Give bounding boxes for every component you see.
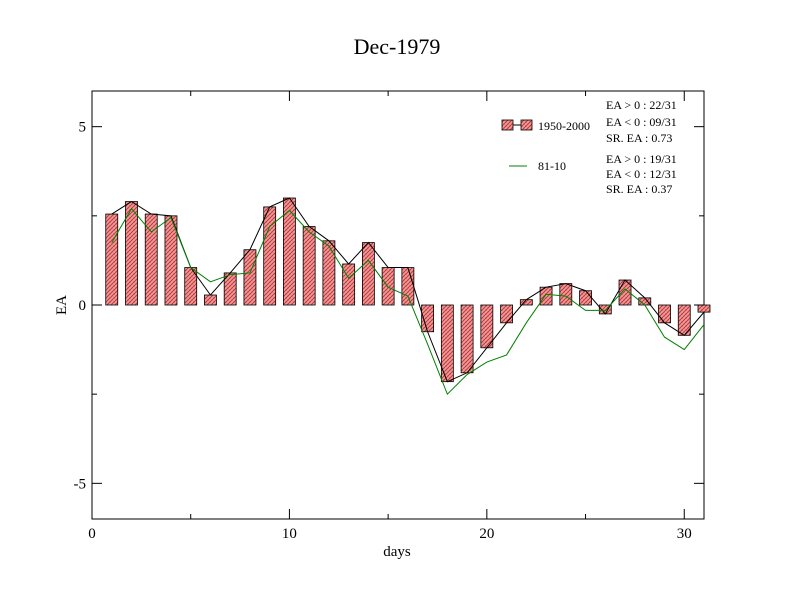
bar-day-21 bbox=[500, 304, 513, 324]
y-tick-label-0: 0 bbox=[79, 298, 87, 314]
bar-day-15 bbox=[381, 267, 395, 306]
bar-day-19 bbox=[460, 304, 474, 374]
x-axis-label: days bbox=[383, 544, 411, 560]
bar-day-14 bbox=[361, 242, 375, 306]
bar-day-2 bbox=[125, 201, 138, 306]
bar-day-16 bbox=[401, 267, 415, 306]
x-tick-label-30: 30 bbox=[677, 526, 692, 542]
bar-day-20 bbox=[480, 304, 494, 349]
legend: 1950-2000 81-10 EA > 0 : 22/31 EA < 0 : … bbox=[501, 98, 677, 196]
bar-day-1 bbox=[105, 213, 119, 306]
stat-ea-negative-1950-2000: EA < 0 : 09/31 bbox=[606, 115, 677, 129]
bar-day-31 bbox=[697, 304, 711, 313]
x-tick-label-20: 20 bbox=[479, 526, 494, 542]
y-tick-label--5: -5 bbox=[74, 476, 87, 492]
bar-day-24 bbox=[559, 283, 573, 306]
legend-label-1950-2000: 1950-2000 bbox=[538, 119, 590, 133]
chart-title: Dec-1979 bbox=[354, 34, 441, 59]
stat-sr-ea-1950-2000: SR. EA : 0.73 bbox=[606, 131, 672, 145]
stat-ea-negative-81-10: EA < 0 : 12/31 bbox=[606, 167, 677, 181]
bar-day-13 bbox=[342, 263, 356, 306]
x-tick-label-0: 0 bbox=[88, 526, 96, 542]
stat-ea-positive-81-10: EA > 0 : 19/31 bbox=[606, 152, 677, 166]
series-line-81-10 bbox=[111, 207, 705, 396]
bar-day-6 bbox=[204, 294, 217, 306]
legend-swatch-1950-2000-left bbox=[501, 119, 514, 131]
bar-day-9 bbox=[263, 206, 277, 306]
y-axis-label: EA bbox=[54, 295, 70, 315]
lines-layer bbox=[111, 197, 705, 396]
bar-day-12 bbox=[322, 240, 336, 306]
legend-label-81-10: 81-10 bbox=[538, 159, 566, 173]
stat-ea-positive-1950-2000: EA > 0 : 22/31 bbox=[606, 98, 677, 112]
bar-day-8 bbox=[243, 249, 257, 306]
ticks-layer: 0 10 20 30 5 0 -5 bbox=[74, 91, 704, 542]
bar-day-11 bbox=[302, 226, 316, 306]
bar-day-29 bbox=[658, 304, 671, 324]
stat-sr-ea-81-10: SR. EA : 0.37 bbox=[606, 182, 672, 196]
series-line-1950-2000 bbox=[111, 197, 705, 383]
bar-day-25 bbox=[579, 290, 592, 306]
y-tick-label-5: 5 bbox=[79, 120, 87, 136]
bars-layer bbox=[105, 197, 711, 383]
legend-swatch-1950-2000-right bbox=[520, 119, 533, 131]
x-tick-label-10: 10 bbox=[282, 526, 297, 542]
